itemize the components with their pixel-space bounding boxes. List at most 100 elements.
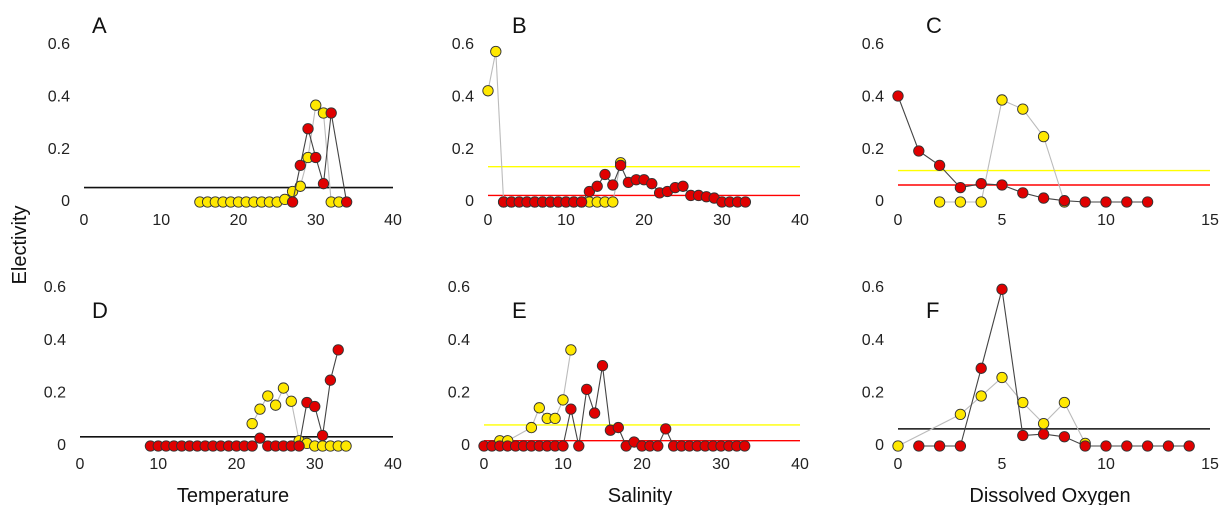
panel-d: D 0 0.2 0.4 0.6 0 10 20 30 40 — [44, 279, 402, 473]
data-point-red — [325, 107, 337, 119]
y-tick-label: 0.6 — [862, 36, 884, 53]
data-point-red — [975, 178, 987, 190]
data-point-red — [1079, 440, 1091, 452]
y-tick-label: 0.6 — [448, 279, 470, 296]
data-point-yellow — [490, 45, 502, 58]
data-point-red — [1183, 440, 1195, 452]
data-point-yellow — [246, 417, 258, 430]
data-point-red — [1141, 196, 1154, 208]
y-tick-label: 0 — [875, 437, 884, 454]
data-point-red — [599, 168, 611, 181]
data-point-red — [596, 360, 609, 372]
data-point-red — [317, 178, 330, 190]
panel-letter: E — [512, 298, 527, 323]
x-axis-title-salinity: Salinity — [608, 485, 672, 505]
data-point-red — [588, 407, 601, 419]
data-point-red — [1017, 187, 1029, 199]
data-point-red — [294, 159, 306, 172]
y-tick-label: 0 — [57, 437, 66, 454]
data-point-red — [1058, 431, 1071, 443]
x-tick-label: 20 — [230, 212, 248, 229]
data-point-yellow — [533, 402, 545, 414]
y-tick-label: 0.4 — [48, 89, 70, 106]
data-point-yellow — [482, 85, 494, 97]
y-tick-label: 0.2 — [862, 385, 884, 402]
y-tick-label: 0.4 — [448, 332, 470, 349]
panel-letter: F — [926, 298, 939, 323]
data-point-red — [565, 403, 577, 415]
data-point-yellow — [996, 371, 1008, 384]
y-tick-label: 0.4 — [862, 332, 884, 349]
data-point-yellow — [285, 395, 297, 407]
data-point-red — [913, 440, 925, 452]
y-tick-label: 0.2 — [452, 141, 474, 158]
data-point-yellow — [340, 440, 352, 452]
data-point-red — [996, 179, 1008, 191]
data-point-red — [557, 440, 569, 452]
data-point-red — [913, 145, 925, 157]
x-tick-label: 0 — [894, 456, 903, 473]
data-point-red — [286, 196, 299, 208]
data-point-yellow — [954, 196, 967, 208]
data-point-yellow — [892, 440, 904, 452]
data-point-yellow — [310, 99, 322, 111]
x-tick-label: 15 — [1201, 456, 1219, 473]
y-axis-title: Electivity — [9, 206, 31, 285]
data-point-red — [1037, 428, 1050, 440]
panel-letter: B — [512, 13, 527, 38]
data-point-yellow — [525, 421, 538, 434]
data-point-red — [1121, 440, 1133, 452]
data-point-yellow — [294, 180, 306, 192]
panel-b: B 0 0.2 0.4 0.6 0 10 20 30 40 — [452, 13, 809, 229]
y-tick-label: 0.2 — [48, 141, 70, 158]
x-tick-label: 30 — [713, 212, 731, 229]
x-tick-label: 40 — [384, 212, 402, 229]
x-tick-label: 40 — [791, 456, 809, 473]
data-point-red — [1058, 195, 1071, 207]
data-point-red — [996, 283, 1008, 295]
y-tick-label: 0.4 — [44, 332, 66, 349]
data-point-yellow — [954, 408, 967, 421]
x-tick-label: 40 — [384, 456, 402, 473]
data-point-red — [652, 440, 664, 452]
x-tick-label: 0 — [80, 212, 89, 229]
data-point-red — [933, 159, 946, 172]
x-tick-label: 20 — [228, 456, 246, 473]
data-point-yellow — [996, 94, 1008, 106]
x-tick-label: 20 — [635, 212, 653, 229]
panel-e: E 0 0.2 0.4 0.6 0 10 20 30 40 — [448, 279, 809, 473]
panel-f: F 0 0.2 0.4 0.6 0 5 10 15 — [862, 279, 1219, 473]
data-point-red — [660, 423, 672, 435]
y-tick-label: 0 — [61, 193, 70, 210]
data-point-red — [310, 151, 322, 164]
panel-letter: D — [92, 298, 108, 323]
data-point-yellow — [1058, 396, 1071, 409]
y-tick-label: 0.6 — [44, 279, 66, 296]
data-point-red — [246, 440, 258, 452]
y-tick-label: 0.2 — [448, 385, 470, 402]
data-point-red — [293, 440, 305, 452]
data-point-yellow — [1037, 130, 1050, 143]
y-tick-label: 0.4 — [862, 89, 884, 106]
data-point-red — [591, 180, 603, 192]
data-point-red — [739, 440, 751, 452]
data-point-yellow — [269, 399, 282, 411]
x-tick-label: 0 — [484, 212, 493, 229]
data-point-red — [975, 362, 987, 374]
data-point-red — [739, 196, 752, 208]
x-tick-label: 15 — [1201, 212, 1219, 229]
data-point-red — [340, 196, 353, 208]
x-tick-label: 30 — [306, 456, 324, 473]
data-point-red — [1037, 192, 1050, 204]
panels: A 0 0.2 0.4 0.6 0 10 20 30 40 B 0 0.2 0.4 0.6 0 10 20 30 40… — [44, 13, 1219, 473]
data-point-yellow — [1037, 417, 1050, 430]
data-point-yellow — [933, 196, 946, 208]
data-point-yellow — [549, 412, 561, 424]
data-point-yellow — [254, 403, 266, 415]
y-tick-label: 0.6 — [862, 279, 884, 296]
data-point-yellow — [975, 196, 987, 208]
x-tick-label: 10 — [149, 456, 167, 473]
data-point-red — [324, 374, 337, 386]
x-tick-label: 10 — [557, 212, 575, 229]
x-tick-label: 5 — [998, 456, 1007, 473]
